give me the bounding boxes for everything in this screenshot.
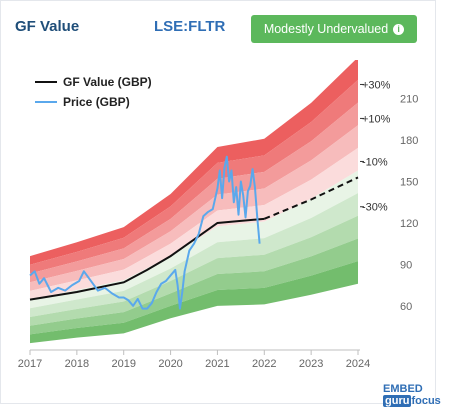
valuation-badge-label: Modestly Undervalued xyxy=(263,22,389,36)
x-tick-label: 2017 xyxy=(18,358,42,370)
y-tick-label: 180 xyxy=(400,135,418,147)
band-label: +10% xyxy=(362,113,391,125)
x-tick-label: 2020 xyxy=(158,358,182,370)
y-tick-label: 90 xyxy=(400,259,412,271)
legend-label: Price (GBP) xyxy=(63,95,130,109)
band-undervalued-2 xyxy=(30,193,358,318)
info-icon[interactable]: i xyxy=(393,23,405,35)
brand-focus: focus xyxy=(411,395,441,407)
card-title: GF Value xyxy=(15,18,80,35)
y-tick-label: 210 xyxy=(400,94,418,106)
gurufocus-logo[interactable]: EMBED guru focus xyxy=(383,383,441,407)
y-tick-label: 60 xyxy=(400,301,412,313)
brand-embed: EMBED xyxy=(383,383,423,395)
band-label: -10% xyxy=(362,156,388,168)
legend-label: GF Value (GBP) xyxy=(63,75,152,89)
x-tick-label: 2018 xyxy=(65,358,89,370)
x-tick-label: 2024 xyxy=(346,358,370,370)
ticker-link[interactable]: LSE:FLTR xyxy=(154,18,226,35)
band-label: -30% xyxy=(362,202,388,214)
price-line xyxy=(29,155,261,310)
band-label: +30% xyxy=(362,79,391,91)
x-tick-label: 2023 xyxy=(299,358,323,370)
x-tick-label: 2021 xyxy=(205,358,229,370)
valuation-badge[interactable]: Modestly Undervalued i xyxy=(251,15,417,43)
band-undervalued-5 xyxy=(30,261,358,344)
y-tick-label: 150 xyxy=(400,177,418,189)
y-tick-label: 120 xyxy=(400,218,418,230)
brand-guru: guru xyxy=(383,395,412,407)
band-undervalued-3 xyxy=(30,215,358,326)
band-overvalued-5 xyxy=(30,147,358,300)
band-overvalued-4 xyxy=(30,125,358,291)
gf-value-projection-line xyxy=(263,176,359,220)
x-tick-label: 2022 xyxy=(252,358,276,370)
band-undervalued-4 xyxy=(30,238,358,335)
gf-value-line xyxy=(29,217,265,301)
x-tick-label: 2019 xyxy=(111,358,135,370)
